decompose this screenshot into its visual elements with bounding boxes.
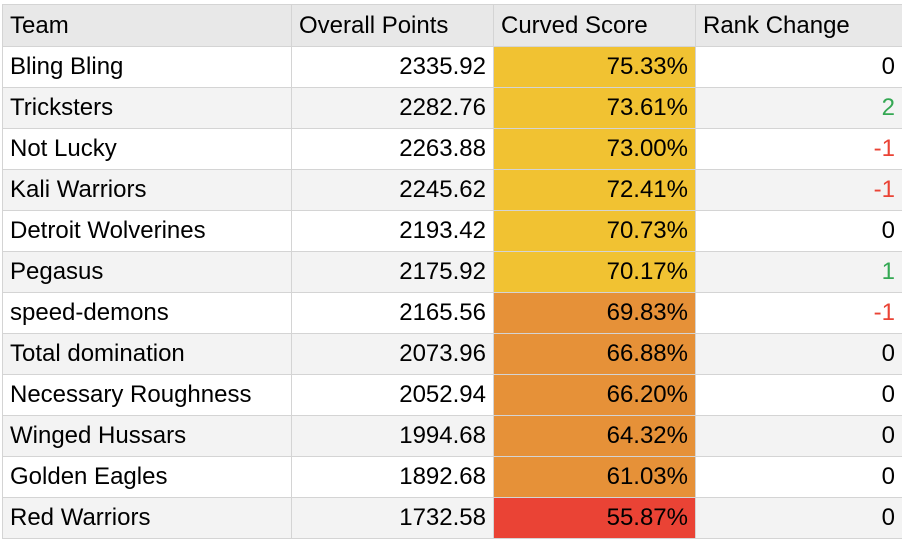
rank-change-cell[interactable]: 0 — [696, 498, 902, 539]
header-team[interactable]: Team — [3, 5, 292, 47]
rank-change-cell[interactable]: 0 — [696, 47, 902, 88]
overall-points-cell[interactable]: 2335.92 — [292, 47, 494, 88]
rank-change-cell[interactable]: -1 — [696, 293, 902, 334]
curved-score-cell[interactable]: 72.41% — [494, 170, 696, 211]
rank-change-cell[interactable]: 1 — [696, 252, 902, 293]
rank-change-cell[interactable]: 0 — [696, 211, 902, 252]
team-cell[interactable]: speed-demons — [3, 293, 292, 334]
overall-points-cell[interactable]: 2263.88 — [292, 129, 494, 170]
rank-change-cell[interactable]: 0 — [696, 457, 902, 498]
overall-points-cell[interactable]: 2073.96 — [292, 334, 494, 375]
curved-score-cell[interactable]: 66.20% — [494, 375, 696, 416]
team-cell[interactable]: Tricksters — [3, 88, 292, 129]
overall-points-cell[interactable]: 2175.92 — [292, 252, 494, 293]
overall-points-cell[interactable]: 2245.62 — [292, 170, 494, 211]
header-row: Team Overall Points Curved Score Rank Ch… — [3, 5, 902, 47]
curved-score-cell[interactable]: 61.03% — [494, 457, 696, 498]
rank-change-cell[interactable]: -1 — [696, 129, 902, 170]
team-cell[interactable]: Pegasus — [3, 252, 292, 293]
team-cell[interactable]: Detroit Wolverines — [3, 211, 292, 252]
overall-points-cell[interactable]: 2282.76 — [292, 88, 494, 129]
rank-change-cell[interactable]: 0 — [696, 416, 902, 457]
curved-score-cell[interactable]: 64.32% — [494, 416, 696, 457]
curved-score-cell[interactable]: 70.17% — [494, 252, 696, 293]
overall-points-cell[interactable]: 1732.58 — [292, 498, 494, 539]
team-cell[interactable]: Winged Hussars — [3, 416, 292, 457]
team-cell[interactable]: Not Lucky — [3, 129, 292, 170]
rank-change-cell[interactable]: 0 — [696, 334, 902, 375]
curved-score-cell[interactable]: 73.00% — [494, 129, 696, 170]
overall-points-cell[interactable]: 2052.94 — [292, 375, 494, 416]
rank-change-cell[interactable]: 0 — [696, 375, 902, 416]
header-curved-score[interactable]: Curved Score — [494, 5, 696, 47]
team-cell[interactable]: Red Warriors — [3, 498, 292, 539]
curved-score-cell[interactable]: 73.61% — [494, 88, 696, 129]
curved-score-cell[interactable]: 69.83% — [494, 293, 696, 334]
curved-score-cell[interactable]: 75.33% — [494, 47, 696, 88]
overall-points-cell[interactable]: 1892.68 — [292, 457, 494, 498]
overall-points-cell[interactable]: 2193.42 — [292, 211, 494, 252]
team-cell[interactable]: Necessary Roughness — [3, 375, 292, 416]
header-rank-change[interactable]: Rank Change — [696, 5, 902, 47]
overall-points-cell[interactable]: 2165.56 — [292, 293, 494, 334]
overall-points-cell[interactable]: 1994.68 — [292, 416, 494, 457]
standings-table: Team Overall Points Curved Score Rank Ch… — [2, 4, 902, 539]
rank-change-cell[interactable]: -1 — [696, 170, 902, 211]
team-cell[interactable]: Total domination — [3, 334, 292, 375]
team-cell[interactable]: Bling Bling — [3, 47, 292, 88]
curved-score-cell[interactable]: 70.73% — [494, 211, 696, 252]
curved-score-cell[interactable]: 66.88% — [494, 334, 696, 375]
rank-change-cell[interactable]: 2 — [696, 88, 902, 129]
team-cell[interactable]: Golden Eagles — [3, 457, 292, 498]
curved-score-cell[interactable]: 55.87% — [494, 498, 696, 539]
header-overall-points[interactable]: Overall Points — [292, 5, 494, 47]
team-cell[interactable]: Kali Warriors — [3, 170, 292, 211]
